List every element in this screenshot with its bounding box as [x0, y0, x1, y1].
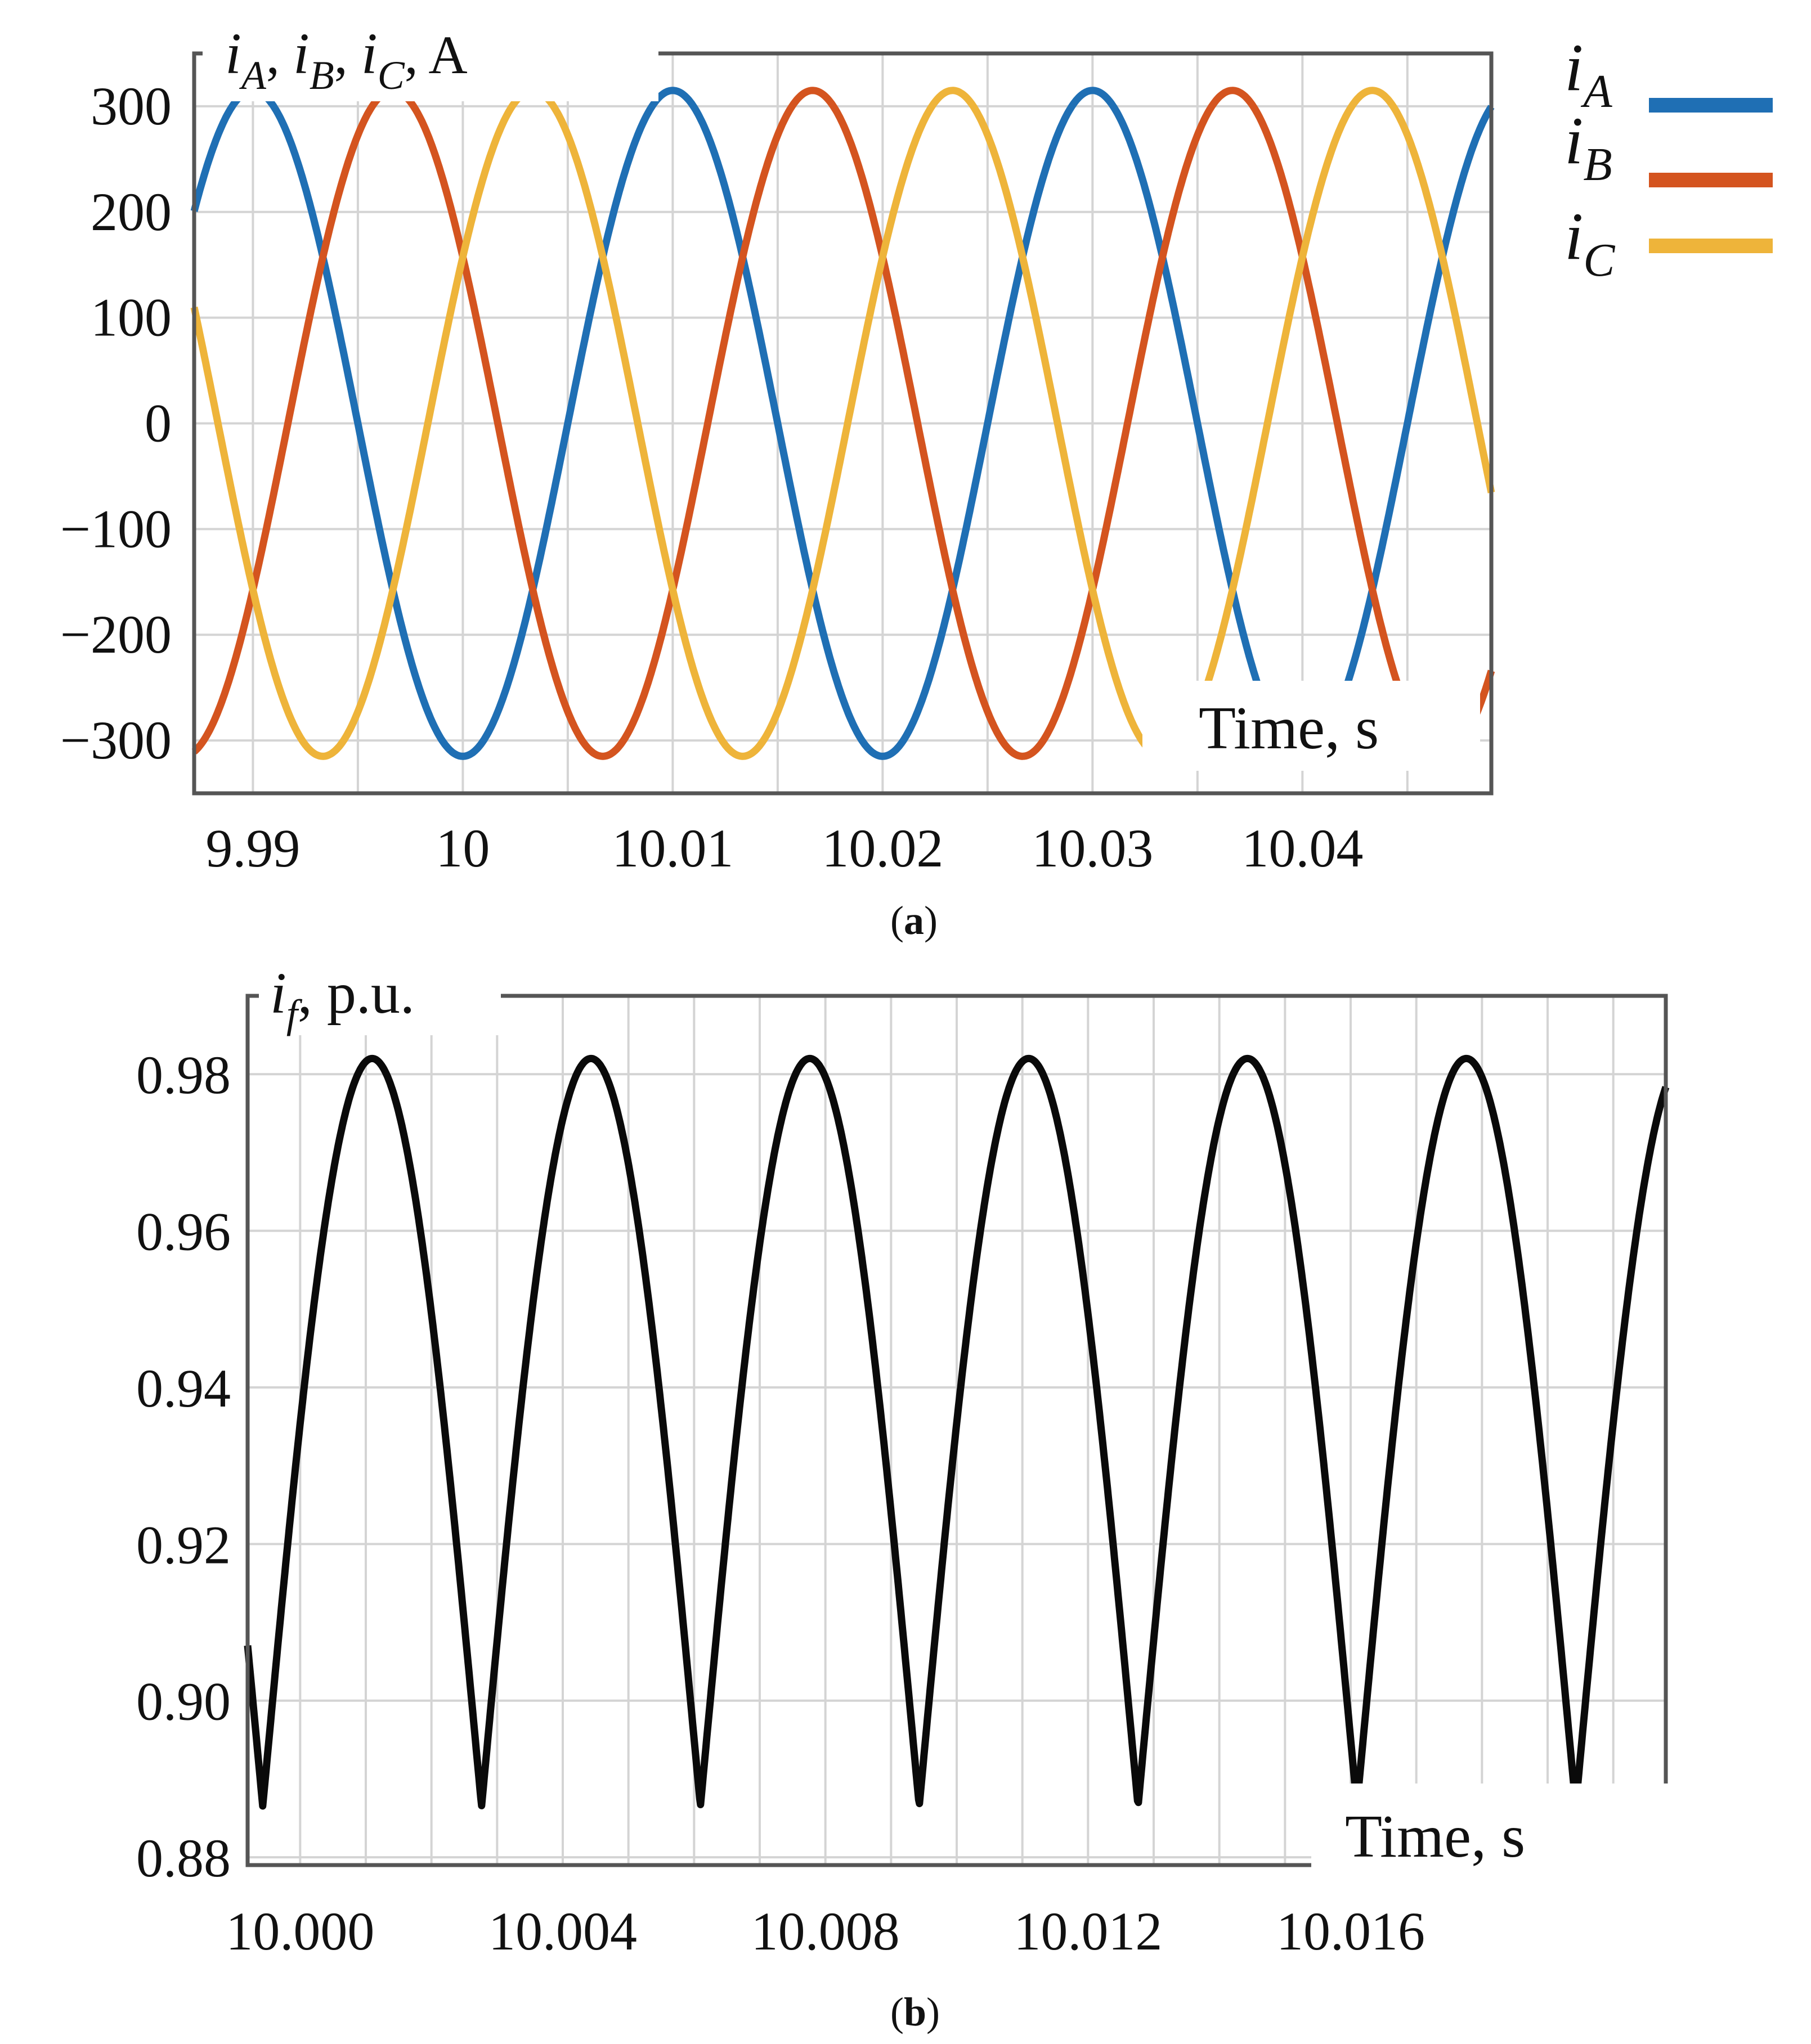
chart-a-x-tick-label: 10.02 — [822, 818, 943, 878]
series-line-ib — [191, 87, 1495, 760]
chart-b-y-label: if, p.u. — [270, 961, 415, 1036]
chart-a-y-tick-label: 300 — [91, 76, 172, 136]
chart-a-panel-label: (a) — [890, 898, 938, 943]
chart-b: 0.980.960.940.920.900.88 10.000 10.004 10.… — [136, 961, 1671, 2034]
legend-label-ia: iA — [1565, 30, 1612, 118]
chart-b-xlabel-background — [1311, 1784, 1671, 1874]
chart-a-xlabel-background — [1142, 681, 1480, 771]
chart-a-x-tick-label: 10 — [436, 818, 490, 878]
series-line-if — [244, 1054, 1670, 1810]
chart-a-y-tick-label: 0 — [145, 393, 172, 453]
legend-item-ia: iA — [1565, 30, 1773, 118]
legend-item-ic: iC — [1565, 199, 1773, 286]
chart-b-panel-label: (b) — [890, 1989, 940, 2034]
chart-a-legend: iA iB iC — [1565, 30, 1773, 286]
chart-b-x-tick-label: 10.008 — [751, 1901, 900, 1961]
chart-b-y-tick-label: 0.94 — [136, 1358, 231, 1418]
chart-a-y-ticks: 300 200 100 0 −100 −200 −300 — [60, 76, 172, 770]
chart-b-y-tick-label: 0.92 — [136, 1515, 231, 1575]
chart-a-x-label: Time, s — [1199, 695, 1379, 762]
chart-b-ylabel-background — [259, 968, 501, 1035]
chart-b-grid — [248, 996, 1666, 1865]
legend-label-ib: iB — [1565, 103, 1612, 191]
chart-a-plot-frame — [192, 51, 1494, 796]
chart-b-series — [244, 1054, 1670, 1810]
chart-b-y-tick-label: 0.88 — [136, 1828, 231, 1888]
chart-b-x-tick-label: 10.004 — [488, 1901, 637, 1961]
series-line-ic — [190, 87, 1495, 760]
chart-b-plot-frame — [245, 994, 1668, 1867]
chart-a-x-tick-label: 9.99 — [205, 818, 300, 878]
chart-b-y-tick-label: 0.90 — [136, 1672, 231, 1732]
chart-a-x-ticks: 9.99 10 10.01 10.02 10.03 10.04 — [205, 818, 1363, 878]
chart-a-x-tick-label: 10.04 — [1241, 818, 1363, 878]
chart-b-x-tick-label: 10.016 — [1276, 1901, 1425, 1961]
chart-a-y-tick-label: −300 — [60, 710, 172, 770]
chart-a-y-tick-label: 100 — [91, 287, 172, 348]
chart-a-ylabel-background — [203, 23, 658, 101]
chart-b-x-tick-label: 10.012 — [1014, 1901, 1162, 1961]
legend-label-ic: iC — [1565, 199, 1615, 286]
chart-b-x-label: Time, s — [1345, 1803, 1525, 1870]
chart-a-y-label: iA, iB, iC, A — [225, 21, 468, 98]
chart-b-x-tick-label: 10.000 — [226, 1901, 374, 1961]
chart-a-x-tick-label: 10.03 — [1032, 818, 1153, 878]
chart-a: 300 200 100 0 −100 −200 −300 9.99 10 10.01 10.02 1… — [60, 21, 1773, 943]
chart-b-y-tick-label: 0.98 — [136, 1045, 231, 1105]
legend-item-ib: iB — [1565, 103, 1773, 191]
chart-a-y-tick-label: 200 — [91, 182, 172, 242]
chart-a-y-tick-label: −200 — [60, 604, 172, 664]
chart-a-y-tick-label: −100 — [60, 498, 172, 559]
chart-b-x-ticks: 10.000 10.004 10.008 10.012 10.016 — [226, 1901, 1425, 1961]
chart-b-y-ticks: 0.98 0.96 0.94 0.92 0.90 0.88 — [136, 1045, 231, 1888]
chart-a-x-tick-label: 10.01 — [612, 818, 733, 878]
chart-b-y-tick-label: 0.96 — [136, 1202, 231, 1262]
